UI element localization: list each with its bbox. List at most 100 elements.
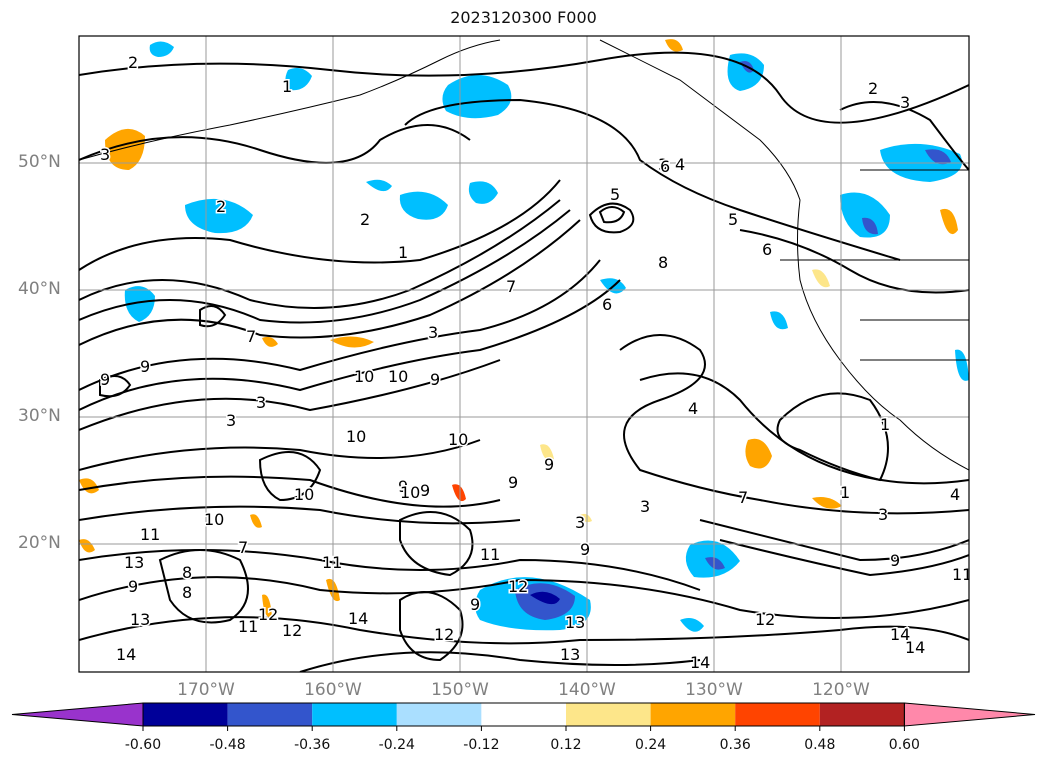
contour-label: 14 [905, 638, 925, 657]
contour-label: 14 [690, 653, 710, 672]
colorbar-tick-label: 0.24 [635, 737, 667, 753]
contour-label: 9 [140, 357, 150, 376]
shaded-field [79, 39, 969, 632]
colorbar-segment [819, 703, 905, 726]
shade-blob [149, 41, 174, 57]
contour-label: 3 [640, 497, 650, 516]
contour-label: 6 [762, 240, 772, 259]
contour-label: 4 [675, 155, 685, 174]
shade-blob [680, 618, 704, 632]
shade-blob [452, 484, 466, 502]
shade-blob [468, 181, 498, 204]
contour-label: 2 [128, 53, 138, 72]
contour-label: 1 [840, 483, 850, 502]
colorbar-tick-label: 0.12 [550, 737, 582, 753]
contour-label: 5 [728, 210, 738, 229]
latitude-label: 30°N [18, 406, 61, 426]
colorbar-extend-high [903, 702, 1036, 727]
shade-blob [530, 591, 560, 605]
contour-label: 8 [658, 253, 668, 272]
contour-label: 2 [360, 210, 370, 229]
contour-label: 12 [434, 625, 454, 644]
gridlines [79, 36, 969, 672]
contour-label: 11 [238, 617, 258, 636]
shade-blob [124, 286, 155, 322]
latitude-label: 20°N [18, 533, 61, 553]
longitude-label: 140°W [558, 680, 616, 700]
contour-label: 9 [544, 455, 554, 474]
contour-label: 12 [282, 621, 302, 640]
shade-blob [925, 149, 951, 165]
colorbar-tick-label: 0.48 [804, 737, 836, 753]
colorbar-tick-label: -0.36 [294, 737, 331, 753]
contour-label: 9 [398, 477, 408, 496]
contour-label: 12 [258, 605, 278, 624]
contour-label: 3 [878, 505, 888, 524]
contour-label: 4 [688, 399, 698, 418]
contour-label: 3 [658, 155, 668, 174]
shade-blob [366, 179, 392, 192]
shade-blob [79, 539, 95, 553]
contour-label: 9 [580, 540, 590, 559]
contour-label: 7 [738, 488, 748, 507]
contour-label: 10 [388, 367, 408, 386]
contour-label: 12 [755, 610, 775, 629]
map-title: 2023120300 F000 [450, 8, 597, 27]
contour-label: 2 [868, 79, 878, 98]
longitude-label: 160°W [304, 680, 362, 700]
shade-blob [745, 438, 772, 469]
contour-label: 14 [116, 645, 136, 664]
contour-label: 2 [216, 197, 226, 216]
contour-label: 5 [610, 185, 620, 204]
contour-label: 3 [226, 411, 236, 430]
shade-blob [665, 39, 683, 52]
contour-label: 8 [182, 583, 192, 602]
contour-label: 9 [100, 370, 110, 389]
contour-label: 11 [480, 545, 500, 564]
coastlines [79, 39, 969, 471]
colorbar-segment [312, 703, 397, 726]
contour-label: 11 [952, 565, 972, 584]
contour-label: 13 [130, 610, 150, 629]
colorbar-frame [142, 702, 905, 727]
longitude-label: 120°W [812, 680, 870, 700]
contour-label: 3 [256, 393, 266, 412]
contour-label: 14 [890, 625, 910, 644]
contour-label: 7 [238, 538, 248, 557]
longitude-label: 130°W [685, 680, 743, 700]
colorbar-tick-label: -0.12 [463, 737, 500, 753]
colorbar-segment [735, 703, 820, 726]
shade-blob [250, 514, 262, 528]
colorbar-segment [566, 703, 651, 726]
contour-label: 13 [560, 645, 580, 664]
colorbar-segment [650, 703, 736, 726]
contour-label: 10 [346, 427, 366, 446]
contour-label: 9 [430, 370, 440, 389]
colorbar-segment [396, 703, 482, 726]
contour-label: 9 [128, 577, 138, 596]
shade-blob [812, 497, 842, 509]
colorbar-extend-low [11, 702, 144, 727]
longitude-label: 150°W [431, 680, 489, 700]
shade-blob [399, 191, 448, 220]
shade-blob [770, 311, 788, 330]
contour-label: 1 [880, 415, 890, 434]
contour-label: 9 [470, 595, 480, 614]
shade-blob [955, 349, 969, 381]
contour-label: 3 [428, 323, 438, 342]
contour-label: 10 [400, 483, 420, 502]
colorbar-segment [481, 703, 566, 726]
colorbar-segment [143, 703, 228, 726]
shade-blob [540, 444, 554, 461]
contour-lines [79, 51, 969, 672]
shade-blob [262, 594, 272, 618]
contour-label: 9 [420, 481, 430, 500]
colorbar-tick-label: -0.48 [209, 737, 246, 753]
shade-blob [79, 478, 99, 494]
contour-label: 8 [182, 563, 192, 582]
colorbar-tick-label: -0.60 [124, 737, 162, 753]
shade-blob [285, 68, 312, 91]
latitude-label: 50°N [18, 152, 61, 172]
